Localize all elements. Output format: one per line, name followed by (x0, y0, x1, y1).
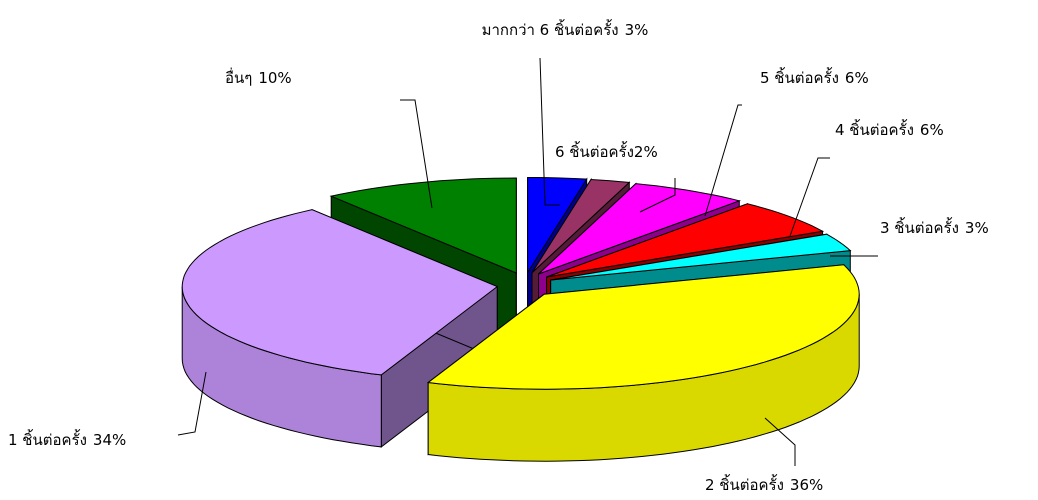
slice-top (527, 177, 588, 275)
category-label: 3 ชิ้นต่อครั้ง (880, 217, 959, 237)
value-label: 3% (625, 21, 649, 39)
data-label: มากกว่า 6 ชิ้นต่อครั้ง 3% (482, 19, 649, 39)
leader-line (789, 157, 830, 237)
slice-top (426, 264, 860, 390)
value-label: 2% (634, 143, 658, 161)
slice-top (329, 177, 517, 274)
value-label: 3% (965, 219, 989, 237)
category-label: 6 ชิ้นต่อครั้ง (555, 141, 634, 161)
leader-line (177, 371, 207, 436)
slice-top (181, 209, 499, 376)
data-label: 3 ชิ้นต่อครั้ง 3% (880, 217, 989, 237)
data-label: 4 ชิ้นต่อครั้ง 6% (835, 119, 944, 139)
leader-line (764, 417, 796, 466)
category-label: 4 ชิ้นต่อครั้ง (835, 119, 914, 139)
category-label: 1 ชิ้นต่อครั้ง (8, 429, 87, 449)
slice (181, 208, 499, 448)
data-label: 2 ชิ้นต่อครั้ง 36% (705, 474, 823, 494)
value-label: 34% (93, 431, 126, 449)
slice-top (538, 183, 742, 275)
data-label: 5 ชิ้นต่อครั้ง 6% (760, 67, 869, 87)
value-label: 36% (790, 476, 823, 494)
value-label: 6% (920, 121, 944, 139)
leader-line (639, 178, 676, 213)
leader-line (704, 104, 742, 217)
slice-top (546, 203, 825, 278)
data-label: 1 ชิ้นต่อครั้ง 34% (8, 429, 126, 449)
leader-line (539, 57, 560, 206)
value-label: 10% (258, 69, 291, 87)
data-label: อื่นๆ 10% (225, 67, 292, 87)
leader-line (400, 99, 433, 209)
slice-top (550, 233, 852, 281)
slice (426, 264, 860, 462)
category-label: อื่นๆ (225, 67, 252, 87)
slice-top (531, 178, 631, 274)
category-label: มากกว่า 6 ชิ้นต่อครั้ง (482, 19, 619, 39)
data-label: 6 ชิ้นต่อครั้ง2% (555, 141, 658, 161)
category-label: 2 ชิ้นต่อครั้ง (705, 474, 784, 494)
category-label: 5 ชิ้นต่อครั้ง (760, 67, 839, 87)
value-label: 6% (845, 69, 869, 87)
